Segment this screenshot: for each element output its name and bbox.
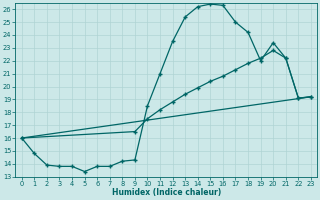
X-axis label: Humidex (Indice chaleur): Humidex (Indice chaleur) xyxy=(112,188,221,197)
